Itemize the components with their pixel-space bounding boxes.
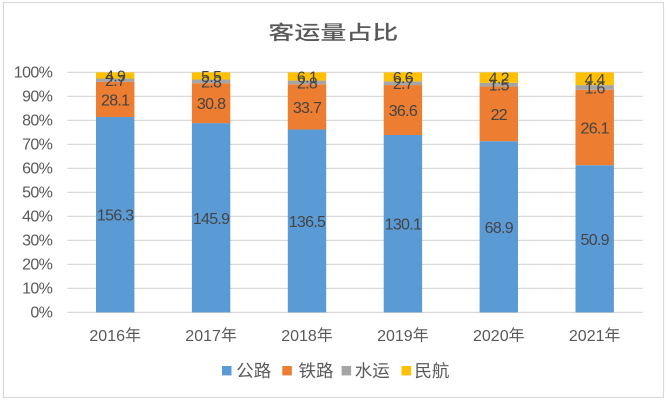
svg-text:2.7: 2.7	[393, 76, 414, 93]
svg-text:26.1: 26.1	[581, 121, 610, 138]
svg-text:2.7: 2.7	[105, 73, 126, 90]
svg-text:145.9: 145.9	[193, 211, 230, 228]
svg-text:60%: 60%	[22, 160, 53, 177]
svg-text:30.8: 30.8	[197, 96, 226, 113]
svg-text:6.6: 6.6	[393, 70, 414, 87]
svg-text:90%: 90%	[22, 88, 53, 105]
svg-text:36.6: 36.6	[389, 103, 418, 120]
svg-text:50%: 50%	[22, 184, 53, 201]
svg-text:2017: 2017	[185, 328, 221, 345]
svg-text:80%: 80%	[22, 112, 53, 129]
svg-text:28.1: 28.1	[101, 93, 130, 110]
svg-text:1.5: 1.5	[489, 78, 510, 95]
svg-text:100%: 100%	[14, 64, 53, 81]
svg-text:2021: 2021	[569, 328, 605, 345]
svg-text:68.9: 68.9	[485, 220, 514, 237]
svg-text:6.1: 6.1	[297, 70, 318, 87]
svg-text:4.4: 4.4	[585, 72, 606, 89]
svg-text:70%: 70%	[22, 136, 53, 153]
svg-text:2016: 2016	[89, 328, 125, 345]
svg-text:130.1: 130.1	[385, 217, 422, 234]
svg-text:20%: 20%	[22, 256, 53, 273]
svg-text:22: 22	[491, 107, 508, 124]
svg-text:2.8: 2.8	[201, 74, 222, 91]
svg-text:136.5: 136.5	[289, 214, 326, 231]
svg-text:5.5: 5.5	[201, 69, 222, 86]
svg-text:4.9: 4.9	[105, 69, 126, 86]
svg-text:1.6: 1.6	[585, 80, 606, 97]
svg-text:0%: 0%	[30, 304, 52, 321]
svg-text:4.2: 4.2	[489, 71, 510, 88]
svg-text:50.9: 50.9	[581, 232, 610, 249]
svg-text:33.7: 33.7	[293, 100, 322, 117]
svg-text:2.8: 2.8	[297, 76, 318, 93]
svg-text:40%: 40%	[22, 208, 53, 225]
svg-text:2020: 2020	[473, 328, 509, 345]
svg-text:156.3: 156.3	[97, 208, 134, 225]
svg-text:10%: 10%	[22, 280, 53, 297]
svg-text:2019: 2019	[377, 328, 413, 345]
svg-text:30%: 30%	[22, 232, 53, 249]
svg-text:2018: 2018	[281, 328, 317, 345]
